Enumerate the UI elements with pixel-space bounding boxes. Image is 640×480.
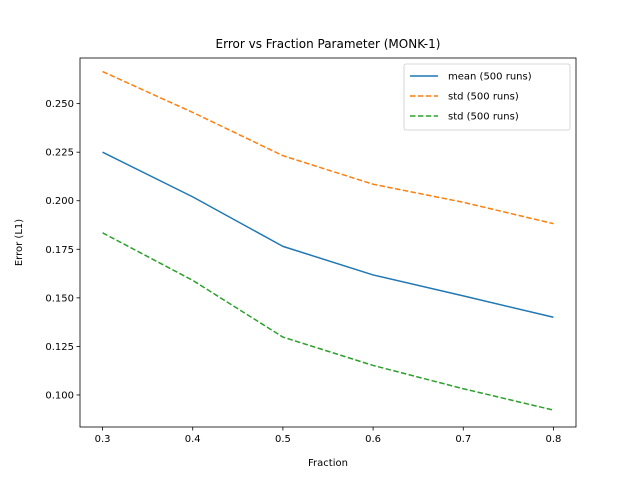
series-line-1 <box>102 151 554 318</box>
x-axis: 0.3 0.4 0.5 0.6 0.7 0.8 <box>95 427 562 445</box>
y-tick-label: 0.250 <box>45 99 74 110</box>
y-tick-label: 0.125 <box>45 342 74 353</box>
legend: mean (500 runs) std (500 runs) std (500 ru… <box>403 63 571 131</box>
y-tick-label: 0.100 <box>45 390 74 401</box>
x-tick-label: 0.5 <box>275 434 291 445</box>
legend-label-1: mean (500 runs) <box>448 72 532 83</box>
y-tick-label: 0.150 <box>45 293 74 304</box>
x-tick-label: 0.8 <box>546 434 562 445</box>
legend-label-2: std (500 runs) <box>448 92 519 103</box>
x-tick-label: 0.4 <box>185 434 201 445</box>
y-tick-label: 0.225 <box>45 148 74 159</box>
x-tick-label: 0.6 <box>365 434 381 445</box>
y-axis-label: Error (L1) <box>14 219 25 266</box>
y-axis: 0.100 0.125 0.150 0.175 0.200 0.225 0.250 <box>45 99 80 401</box>
plot-frame <box>79 57 577 428</box>
y-tick-label: 0.175 <box>45 245 74 256</box>
series-line-2 <box>102 70 554 225</box>
x-axis-label: Fraction <box>308 458 348 469</box>
plot-series <box>102 70 554 411</box>
chart-title: Error vs Fraction Parameter (MONK-1) <box>216 37 441 51</box>
legend-label-3: std (500 runs) <box>448 112 519 123</box>
x-tick-label: 0.7 <box>455 434 471 445</box>
series-line-3 <box>102 232 554 411</box>
x-tick-label: 0.3 <box>95 434 111 445</box>
legend-box <box>403 63 571 131</box>
y-tick-label: 0.200 <box>45 196 74 207</box>
